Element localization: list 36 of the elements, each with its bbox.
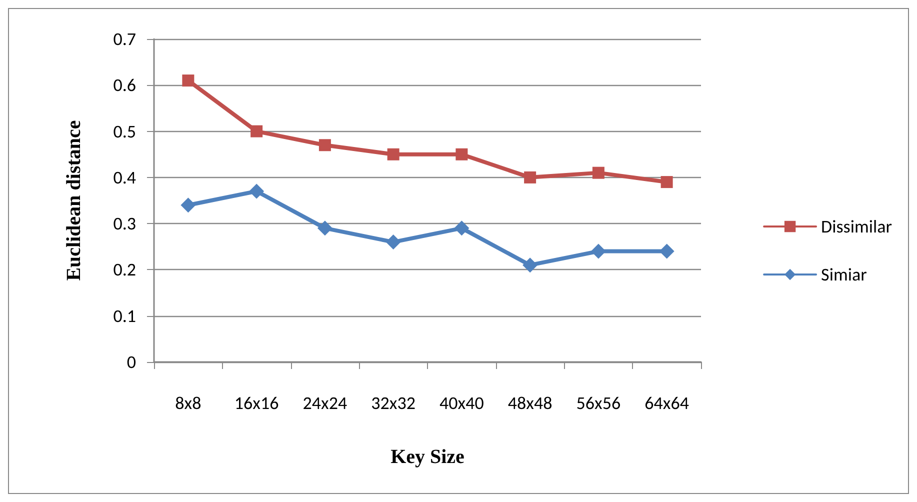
y-tick-label: 0.1 (113, 304, 136, 327)
point (522, 258, 538, 273)
point (454, 220, 470, 236)
x-tick-label: 32x32 (371, 392, 416, 414)
point (318, 139, 331, 152)
point (592, 166, 604, 179)
legend-label: Dissimilar (821, 216, 892, 238)
y-axis-title: Euclidean distance (63, 120, 85, 281)
point (180, 198, 196, 213)
point (590, 244, 606, 259)
point (524, 171, 536, 184)
x-tick-label: 56x56 (576, 392, 621, 414)
point (250, 125, 263, 138)
point (182, 74, 194, 87)
point (317, 220, 332, 236)
y-tick-label: 0 (126, 351, 136, 373)
point (387, 148, 400, 160)
y-tick-label: 0.5 (113, 120, 136, 142)
x-tick-label: 48x48 (508, 392, 552, 414)
x-tick-label: 8x8 (175, 392, 202, 414)
point (660, 176, 673, 188)
x-tick-label: 40x40 (440, 392, 484, 414)
x-axis-title: Key Size (390, 446, 465, 468)
point (386, 234, 401, 250)
y-tick-label: 0.7 (113, 28, 136, 50)
x-tick-label: 16x16 (234, 392, 279, 414)
y-tick-label: 0.3 (113, 212, 136, 235)
y-tick-label: 0.6 (113, 74, 136, 96)
x-tick-label: 24x24 (302, 392, 348, 414)
legend-label: Simiar (821, 264, 867, 286)
y-tick-label: 0.2 (113, 258, 136, 281)
x-tick-label: 64x64 (644, 392, 689, 414)
point (456, 148, 468, 160)
point (249, 184, 264, 199)
point (659, 244, 674, 259)
y-tick-label: 0.4 (113, 166, 136, 188)
